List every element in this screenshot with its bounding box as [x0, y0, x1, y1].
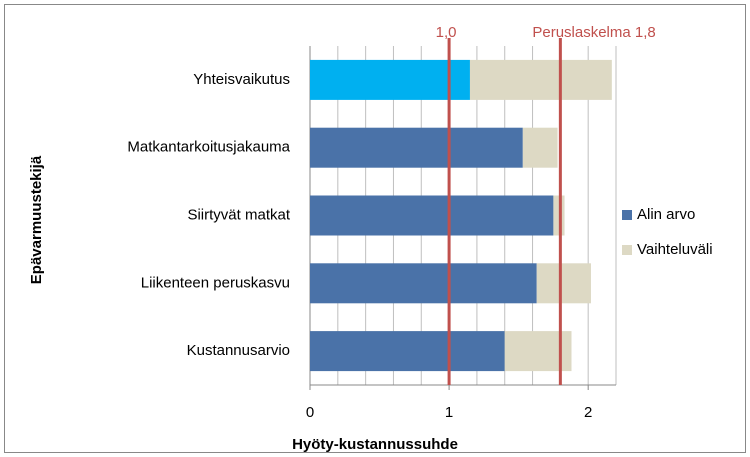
- x-axis-title: Hyöty-kustannussuhde: [292, 436, 458, 453]
- x-tick-label: 1: [445, 404, 453, 421]
- bar: [536, 263, 591, 304]
- bar: [469, 59, 612, 100]
- x-tick-label: 2: [584, 404, 592, 421]
- reference-label: Peruslaskelma 1,8: [532, 24, 655, 41]
- y-tick-label: Kustannusarvio: [187, 342, 290, 359]
- bar: [310, 263, 537, 304]
- legend-swatch: [622, 210, 632, 220]
- bar: [310, 195, 554, 236]
- y-tick-label: Yhteisvaikutus: [193, 71, 290, 88]
- y-tick-label: Matkantarkoitusjakauma: [127, 139, 290, 156]
- legend-swatch: [622, 245, 632, 255]
- bar: [522, 127, 558, 168]
- bar: [310, 59, 470, 100]
- bar: [310, 331, 505, 372]
- y-tick-label: Liikenteen peruskasvu: [141, 274, 290, 291]
- bar: [310, 127, 523, 168]
- y-axis-title: Epävarmuustekijä: [28, 155, 45, 284]
- reference-label: 1,0: [436, 24, 457, 41]
- legend-label: Vaihteluväli: [637, 241, 713, 258]
- legend-label: Alin arvo: [637, 206, 695, 223]
- y-tick-label: Siirtyvät matkat: [187, 206, 290, 223]
- x-tick-label: 0: [306, 404, 314, 421]
